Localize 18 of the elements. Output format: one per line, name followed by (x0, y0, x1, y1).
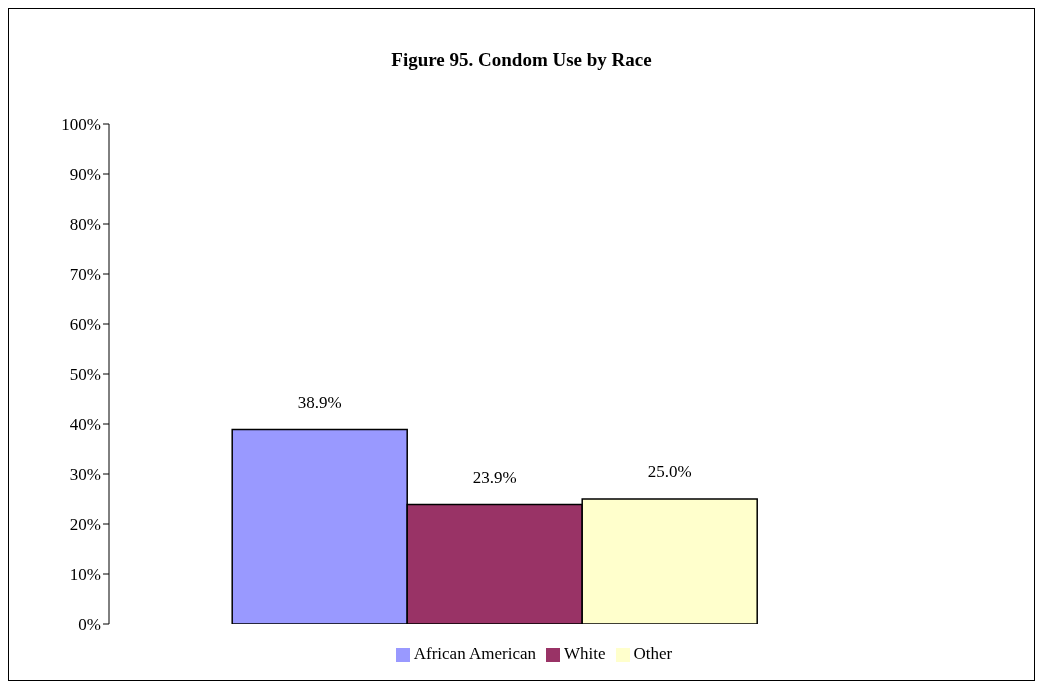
y-tick-label: 20% (69, 515, 101, 535)
y-tick-label: 0% (78, 615, 101, 635)
y-tick-label: 60% (69, 315, 101, 335)
y-tick-label: 100% (61, 115, 101, 135)
y-tick-label: 80% (69, 215, 101, 235)
legend-label: African American (413, 644, 536, 663)
legend-label: White (563, 644, 606, 663)
data-label: 38.9% (297, 392, 342, 412)
y-tick-label: 70% (69, 265, 101, 285)
y-tick-label: 30% (69, 465, 101, 485)
legend-label: Other (633, 644, 673, 663)
y-tick-label: 50% (69, 365, 101, 385)
y-tick-label: 90% (69, 165, 101, 185)
data-label: 25.0% (647, 462, 692, 481)
y-tick-label: 10% (69, 565, 101, 585)
data-label: 23.9% (472, 467, 517, 487)
chart-title: Figure 95. Condom Use by Race (390, 49, 653, 71)
y-tick-label: 40% (69, 415, 101, 435)
